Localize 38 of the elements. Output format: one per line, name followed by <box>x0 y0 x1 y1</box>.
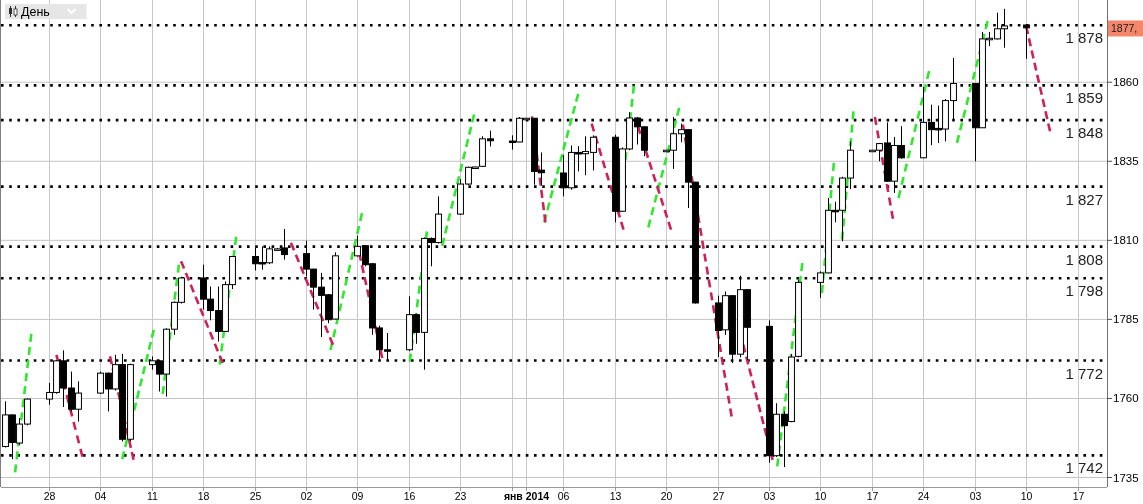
x-tick-label: 24 <box>917 490 930 502</box>
x-tick-label: 02 <box>300 490 313 502</box>
x-tick-label: 03 <box>763 490 776 502</box>
x-tick-label: 18 <box>197 490 210 502</box>
ref-line-label: 1 798 <box>1065 282 1103 300</box>
ref-line-label: 1 772 <box>1065 364 1103 382</box>
x-tick-label: 28 <box>43 490 56 502</box>
ref-line-label: 1 827 <box>1065 190 1103 208</box>
x-tick-label: 10 <box>1020 490 1033 502</box>
x-tick-label: 10 <box>814 490 827 502</box>
ref-line-label: 1 878 <box>1065 29 1103 47</box>
x-tick-label: 03 <box>969 490 982 502</box>
ref-line-label: 1 808 <box>1065 250 1103 268</box>
ref-line-label: 1 742 <box>1065 459 1103 477</box>
y-tick-label: 1785 <box>1113 313 1139 326</box>
x-tick-label: янв 2014 <box>503 490 550 502</box>
ref-line-label: 1 848 <box>1065 124 1103 142</box>
y-tick-label: 1835 <box>1113 155 1139 168</box>
y-tick-label: 1735 <box>1113 471 1139 484</box>
x-tick-label: 17 <box>1072 490 1085 502</box>
candlestick <box>1023 24 1030 60</box>
x-tick-label: 16 <box>403 490 416 502</box>
ref-line-label: 1 859 <box>1065 89 1103 107</box>
x-tick-label: 23 <box>454 490 467 502</box>
y-tick-label: 1810 <box>1113 234 1139 247</box>
annotation: 1877, <box>1111 22 1138 35</box>
x-tick-label: 13 <box>609 490 622 502</box>
x-tick-label: 25 <box>249 490 262 502</box>
x-tick-label: 11 <box>147 490 159 502</box>
x-tick-label: 27 <box>712 490 725 502</box>
x-tick-label: 17 <box>866 490 879 502</box>
x-tick-label: 06 <box>557 490 570 502</box>
x-tick-label: 04 <box>94 490 107 502</box>
x-tick-label: 09 <box>351 490 364 502</box>
x-tick-label: 20 <box>660 490 673 502</box>
y-tick-label: 1860 <box>1113 76 1139 89</box>
chart-title: День <box>21 5 50 19</box>
y-tick-label: 1760 <box>1113 392 1139 405</box>
